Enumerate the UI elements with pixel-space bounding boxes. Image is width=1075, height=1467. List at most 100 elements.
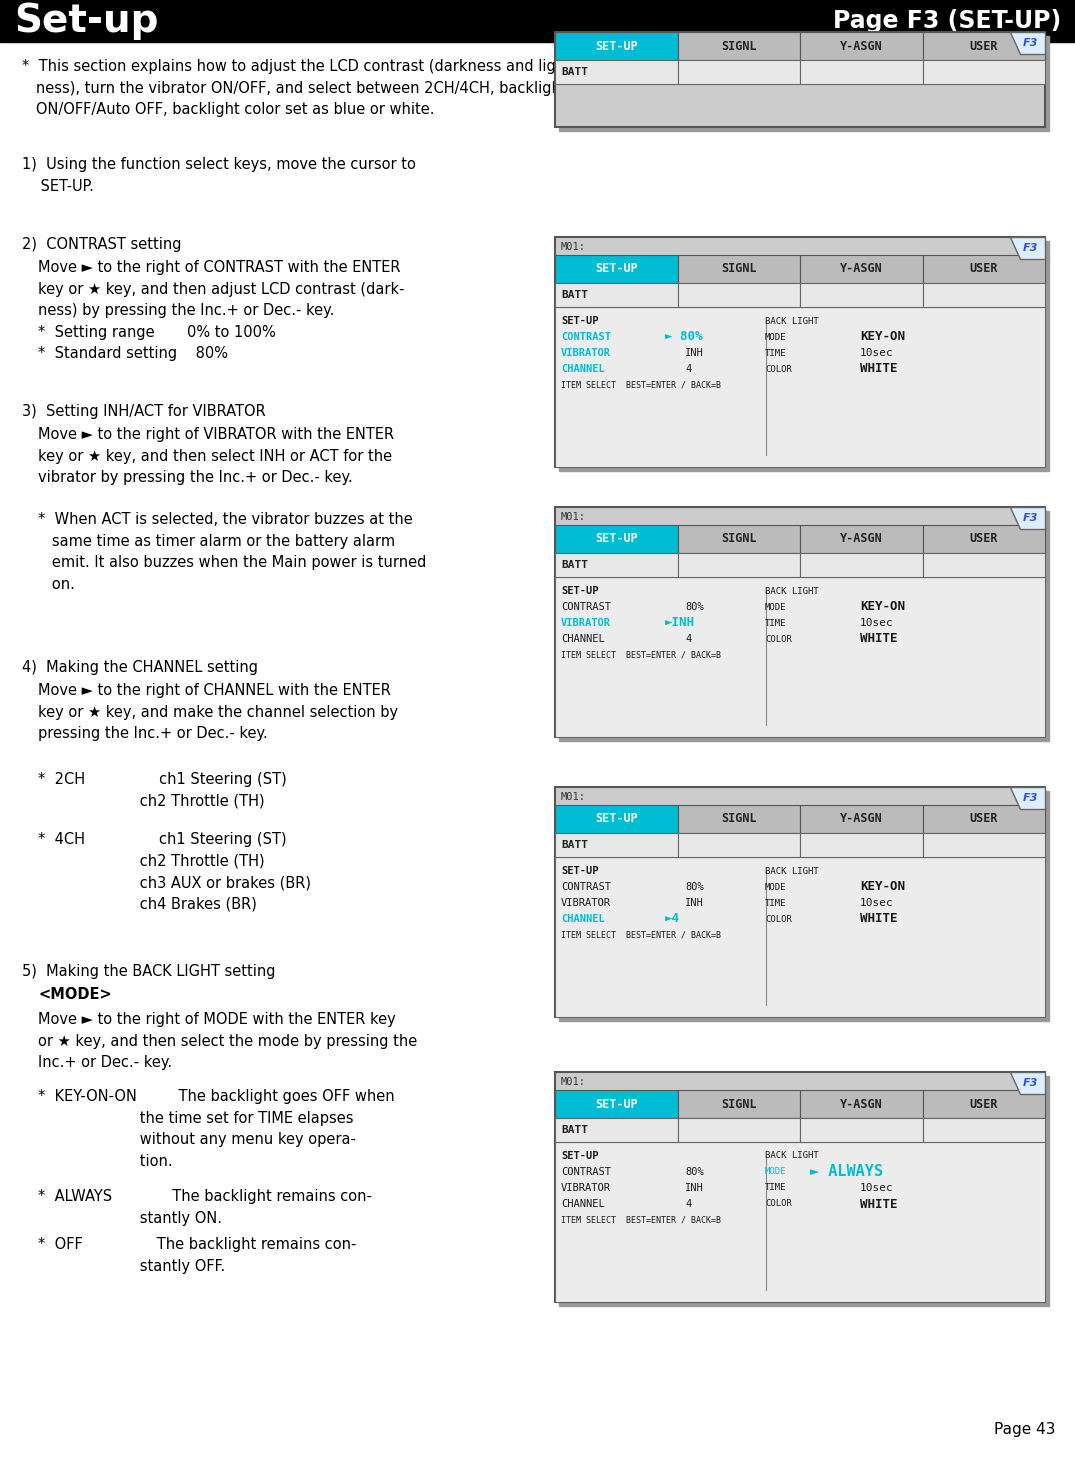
Bar <box>922 1118 1045 1141</box>
Text: CHANNEL: CHANNEL <box>561 364 605 374</box>
Text: M01:: M01: <box>561 1077 586 1087</box>
Text: 10sec: 10sec <box>860 1182 893 1193</box>
Text: *  OFF                The backlight remains con-
                      stantly O: * OFF The backlight remains con- stantly… <box>38 1237 357 1273</box>
Bar <box>800 553 922 577</box>
Text: *  4CH                ch1 Steering (ST)
                      ch2 Throttle (TH)
: * 4CH ch1 Steering (ST) ch2 Throttle (TH… <box>38 832 311 912</box>
Bar <box>555 255 677 283</box>
Text: COLOR: COLOR <box>765 364 792 374</box>
Text: USER: USER <box>970 813 998 826</box>
Text: Move ► to the right of VIBRATOR with the ENTER
key or ★ key, and then select INH: Move ► to the right of VIBRATOR with the… <box>38 427 395 486</box>
Text: 4: 4 <box>685 1199 691 1209</box>
Bar <box>555 525 677 553</box>
Polygon shape <box>1010 1072 1045 1094</box>
Text: CONTRAST: CONTRAST <box>561 1168 611 1177</box>
Text: SIGNL: SIGNL <box>721 533 757 546</box>
Bar <box>559 511 1049 741</box>
Text: SET-UP: SET-UP <box>594 813 637 826</box>
Text: SET-UP: SET-UP <box>594 40 637 53</box>
Bar <box>677 255 800 283</box>
Bar <box>800 255 922 283</box>
Text: KEY-ON: KEY-ON <box>860 880 905 893</box>
Text: TIME: TIME <box>765 349 787 358</box>
Bar <box>555 1141 1045 1303</box>
Polygon shape <box>1010 786 1045 808</box>
Text: COLOR: COLOR <box>765 1200 792 1209</box>
Text: INH: INH <box>685 1182 704 1193</box>
Text: 10sec: 10sec <box>860 898 893 908</box>
Text: Move ► to the right of CONTRAST with the ENTER
key or ★ key, and then adjust LCD: Move ► to the right of CONTRAST with the… <box>38 260 404 361</box>
Bar <box>555 1118 677 1141</box>
Text: VIBRATOR: VIBRATOR <box>561 1182 611 1193</box>
Text: WHITE: WHITE <box>860 1197 898 1210</box>
Text: *  When ACT is selected, the vibrator buzzes at the
   same time as timer alarm : * When ACT is selected, the vibrator buz… <box>38 512 427 591</box>
Bar <box>800 833 922 857</box>
Bar <box>555 1090 677 1118</box>
Bar <box>800 805 922 833</box>
Bar <box>559 791 1049 1021</box>
Bar <box>677 283 800 307</box>
Bar <box>555 805 677 833</box>
Text: ITEM SELECT  BEST=ENTER / BACK=B: ITEM SELECT BEST=ENTER / BACK=B <box>561 380 721 390</box>
Bar <box>555 857 1045 1017</box>
Text: SET-UP: SET-UP <box>561 585 599 596</box>
Text: VIBRATOR: VIBRATOR <box>561 348 611 358</box>
Polygon shape <box>1010 32 1045 54</box>
Text: F3: F3 <box>1022 1078 1038 1089</box>
Text: INH: INH <box>685 348 704 358</box>
Text: USER: USER <box>970 40 998 53</box>
Bar <box>555 283 677 307</box>
Text: ITEM SELECT  BEST=ENTER / BACK=B: ITEM SELECT BEST=ENTER / BACK=B <box>561 930 721 939</box>
Text: SET-UP: SET-UP <box>561 866 599 876</box>
Text: MODE: MODE <box>765 603 787 612</box>
Bar <box>800 525 922 553</box>
Bar <box>555 508 1045 736</box>
Text: SIGNL: SIGNL <box>721 1097 757 1111</box>
Text: M01:: M01: <box>561 512 586 522</box>
Text: BACK LIGHT: BACK LIGHT <box>765 867 819 876</box>
Text: MODE: MODE <box>765 1168 787 1177</box>
Text: M01:: M01: <box>561 792 586 802</box>
Text: USER: USER <box>970 533 998 546</box>
Text: 4: 4 <box>685 364 691 374</box>
Text: SET-UP: SET-UP <box>594 1097 637 1111</box>
Bar <box>677 32 800 60</box>
Bar <box>555 32 1045 128</box>
Bar <box>922 60 1045 84</box>
Text: BACK LIGHT: BACK LIGHT <box>765 317 819 326</box>
Text: ITEM SELECT  BEST=ENTER / BACK=B: ITEM SELECT BEST=ENTER / BACK=B <box>561 1216 721 1225</box>
Bar <box>677 833 800 857</box>
Text: WHITE: WHITE <box>860 912 898 926</box>
Text: CHANNEL: CHANNEL <box>561 634 605 644</box>
Text: VIBRATOR: VIBRATOR <box>561 898 611 908</box>
Text: KEY-ON: KEY-ON <box>860 330 905 343</box>
Bar <box>677 553 800 577</box>
Text: SET-UP: SET-UP <box>594 263 637 276</box>
Text: Y-ASGN: Y-ASGN <box>840 813 883 826</box>
Text: ITEM SELECT  BEST=ENTER / BACK=B: ITEM SELECT BEST=ENTER / BACK=B <box>561 650 721 660</box>
Text: *  2CH                ch1 Steering (ST)
                      ch2 Throttle (TH): * 2CH ch1 Steering (ST) ch2 Throttle (TH… <box>38 772 287 808</box>
Bar <box>922 32 1045 60</box>
Bar <box>677 805 800 833</box>
Text: *  KEY-ON-ON         The backlight goes OFF when
                      the time : * KEY-ON-ON The backlight goes OFF when … <box>38 1089 395 1169</box>
Text: COLOR: COLOR <box>765 914 792 924</box>
Text: SIGNL: SIGNL <box>721 40 757 53</box>
Text: BATT: BATT <box>561 290 588 299</box>
Text: BATT: BATT <box>561 560 588 571</box>
Bar <box>555 833 677 857</box>
Bar <box>555 1072 1045 1303</box>
Bar <box>555 786 1045 1017</box>
Text: SIGNL: SIGNL <box>721 813 757 826</box>
Text: VIBRATOR: VIBRATOR <box>561 618 611 628</box>
Bar <box>800 283 922 307</box>
Bar <box>555 32 677 60</box>
Text: <MODE>: <MODE> <box>38 987 112 1002</box>
Bar <box>922 255 1045 283</box>
Text: MODE: MODE <box>765 883 787 892</box>
Text: 3)  Setting INH/ACT for VIBRATOR: 3) Setting INH/ACT for VIBRATOR <box>22 403 266 420</box>
Text: COLOR: COLOR <box>765 635 792 644</box>
Text: Y-ASGN: Y-ASGN <box>840 40 883 53</box>
Bar <box>800 1118 922 1141</box>
Bar <box>677 60 800 84</box>
Bar <box>800 60 922 84</box>
Text: 1)  Using the function select keys, move the cursor to
    SET-UP.: 1) Using the function select keys, move … <box>22 157 416 194</box>
